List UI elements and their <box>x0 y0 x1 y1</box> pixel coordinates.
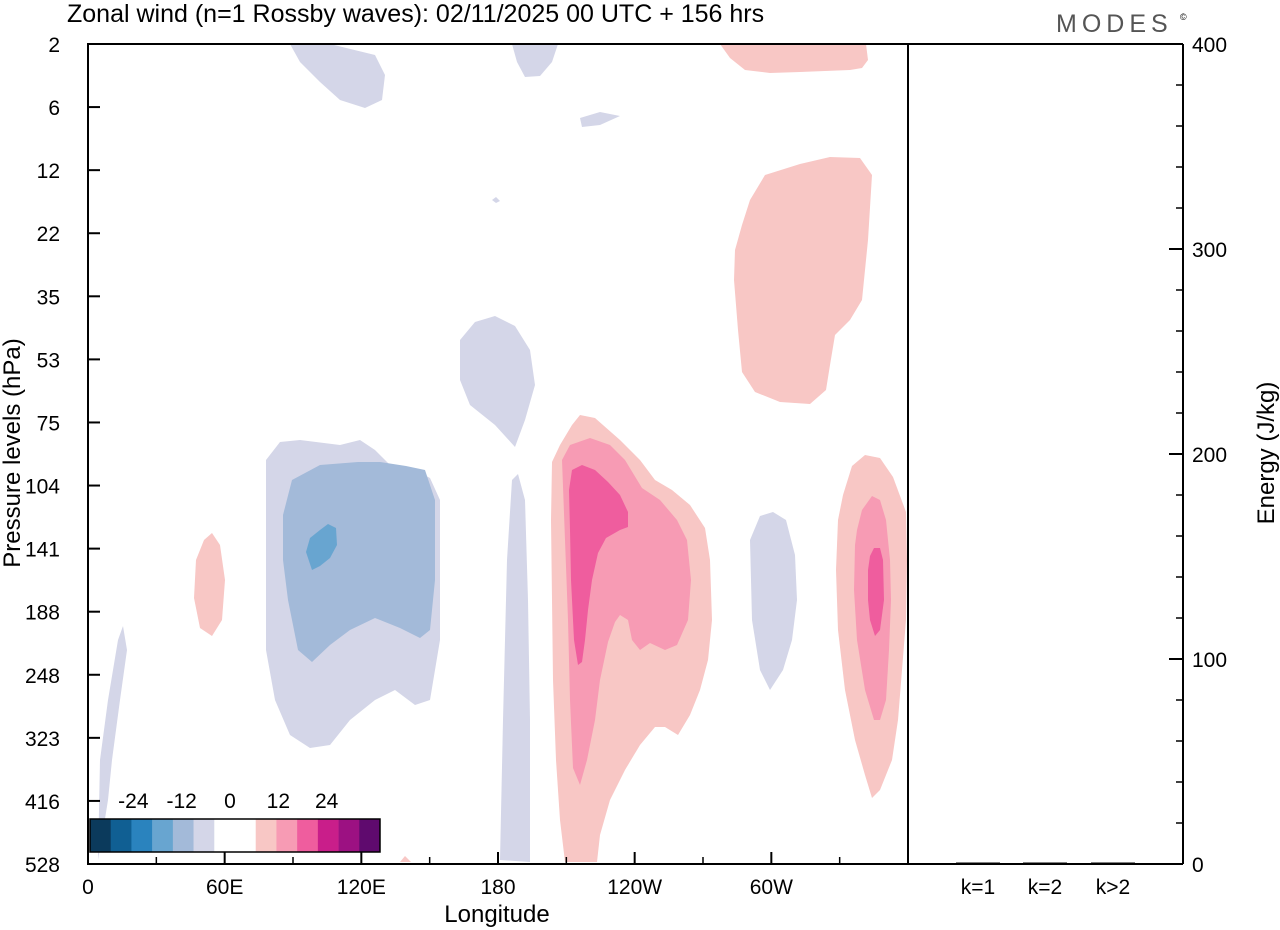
y-tick-label: 248 <box>25 665 60 688</box>
contour-neg_weak-7-0 <box>492 197 500 203</box>
y-tick-label: 53 <box>37 349 60 372</box>
energy-category-label: k=1 <box>961 876 995 899</box>
energy-tick-label: 0 <box>1192 854 1204 877</box>
colorbar-swatch <box>214 819 236 852</box>
energy-category-label: k>2 <box>1096 876 1130 899</box>
y-tick-label: 12 <box>37 160 60 183</box>
y-tick-label: 6 <box>48 97 60 120</box>
colorbar-swatch <box>235 819 257 852</box>
colorbar-label: -12 <box>166 790 196 813</box>
y-tick-label: 35 <box>37 286 60 309</box>
x-tick-label: 60E <box>206 876 243 899</box>
colorbar-swatch <box>359 819 381 852</box>
energy-bar-k>2 <box>1091 862 1135 864</box>
colorbar-swatch <box>152 819 174 852</box>
y-tick-label: 323 <box>25 728 60 751</box>
x-tick-label: 180 <box>480 876 515 899</box>
energy-category-label: k=2 <box>1028 876 1062 899</box>
colorbar-swatch <box>297 819 319 852</box>
modes-logo: MODES <box>1056 10 1173 38</box>
contour-pos_weak-4-5 <box>400 856 411 862</box>
colorbar-label: -24 <box>118 790 149 813</box>
contour-neg_weak-0-0 <box>290 44 385 108</box>
contour-pos_strong-6-0 <box>569 465 628 665</box>
colorbar-swatch <box>276 819 298 852</box>
energy-tick-label: 100 <box>1192 649 1227 672</box>
x-tick-label: 60W <box>750 876 793 899</box>
y-axis-label: Pressure levels (hPa) <box>0 338 26 567</box>
contour-neg_strong-2-0 <box>306 524 337 570</box>
energy-tick-label: 200 <box>1192 444 1227 467</box>
energy-bar-k=1 <box>956 862 1000 864</box>
contour-neg_mod-1-0 <box>283 462 435 662</box>
colorbar-swatch <box>255 819 277 852</box>
x-tick-label: 120E <box>337 876 386 899</box>
colorbar-label: 0 <box>224 790 236 813</box>
y-tick-label: 141 <box>25 539 60 562</box>
colorbar-swatch <box>110 819 132 852</box>
energy-bar-k=2 <box>1023 862 1067 864</box>
contour-pos_strong-6-1 <box>868 548 884 636</box>
x-tick-label: 0 <box>82 876 94 899</box>
colorbar-swatch <box>131 819 153 852</box>
contour-neg_weak-0-7 <box>98 626 127 860</box>
contour-neg_weak-0-6 <box>750 512 797 690</box>
main-plot-frame <box>87 43 909 865</box>
colorbar-legend: -24 -12 0 12 24 <box>89 790 381 853</box>
colorbar-label: 12 <box>267 790 290 813</box>
colorbar-label: 24 <box>315 790 339 813</box>
y-tick-label: 75 <box>37 412 60 435</box>
colorbar-swatch <box>90 819 112 852</box>
contour-neg_weak-0-3 <box>460 316 535 447</box>
y-tick-label: 2 <box>48 34 60 57</box>
y-tick-label: 188 <box>25 602 60 625</box>
axes-layer: 0 60E 120E 180 120W 60W 2 6 12 22 35 53 75 104 141 188 2… <box>25 34 1227 899</box>
chart-title: Zonal wind (n=1 Rossby waves): 02/11/202… <box>67 0 764 28</box>
colorbar-frame <box>89 818 381 853</box>
colorbar-swatch <box>172 819 194 852</box>
colorbar-swatch <box>193 819 215 852</box>
contour-neg_weak-0-1 <box>512 44 558 77</box>
y-tick-label: 104 <box>25 476 60 499</box>
energy-axis-label: Energy (J/kg) <box>1253 382 1280 525</box>
y-tick-label: 528 <box>25 854 60 877</box>
energy-tick-label: 400 <box>1192 34 1227 57</box>
copyright-mark: © <box>1180 12 1187 22</box>
y-tick-label: 22 <box>37 223 60 246</box>
colorbar-swatch <box>338 819 360 852</box>
contour-neg_weak-3-0 <box>514 588 524 686</box>
contour-pos_weak-4-2 <box>194 533 225 636</box>
x-tick-label: 120W <box>607 876 662 899</box>
contour-neg_weak-0-5 <box>500 474 530 862</box>
contour-neg_weak-0-2 <box>580 112 620 127</box>
colorbar-swatch <box>317 819 339 852</box>
contour-pos_weak-4-0 <box>720 44 868 73</box>
energy-tick-label: 300 <box>1192 239 1227 262</box>
contour-layer <box>98 44 907 862</box>
contour-pos_weak-4-1 <box>734 157 872 404</box>
x-axis-label: Longitude <box>444 901 549 928</box>
y-tick-label: 416 <box>25 791 60 814</box>
